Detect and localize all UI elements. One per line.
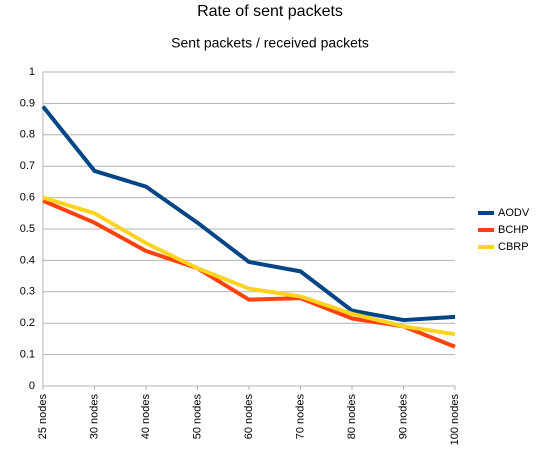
- x-tick-label: 70 nodes: [294, 394, 306, 440]
- y-tick-label: 0.2: [20, 317, 35, 329]
- x-tick-label: 100 nodes: [449, 394, 461, 446]
- line-series: [42, 195, 456, 337]
- y-tick-label: 0: [29, 380, 35, 392]
- x-tick-label: 40 nodes: [140, 394, 152, 440]
- y-tick-label: 0.7: [20, 160, 35, 172]
- y-tick-label: 0.4: [20, 254, 35, 266]
- y-tick-label: 0.6: [20, 192, 35, 204]
- chart-subtitle: Sent packets / received packets: [171, 35, 369, 51]
- y-tick-label: 0.5: [20, 223, 35, 235]
- line-series: [41, 105, 456, 323]
- legend-label: AODV: [498, 207, 530, 219]
- y-tick-label: 0.1: [20, 349, 35, 361]
- chart-title: Rate of sent packets: [197, 3, 343, 20]
- x-tick-label: 80 nodes: [346, 394, 358, 440]
- x-tick-label: 90 nodes: [397, 394, 409, 440]
- y-tick-label: 0.8: [20, 129, 35, 141]
- legend-label: BCHP: [498, 224, 529, 236]
- x-tick-label: 25 nodes: [37, 394, 49, 440]
- x-tick-label: 60 nodes: [243, 394, 255, 440]
- y-tick-label: 0.3: [20, 286, 35, 298]
- x-tick-label: 50 nodes: [191, 394, 203, 440]
- x-tick-label: 30 nodes: [88, 394, 100, 440]
- y-tick-label: 1: [29, 66, 35, 78]
- y-tick-label: 0.9: [20, 97, 35, 109]
- legend-label: CBRP: [498, 241, 529, 253]
